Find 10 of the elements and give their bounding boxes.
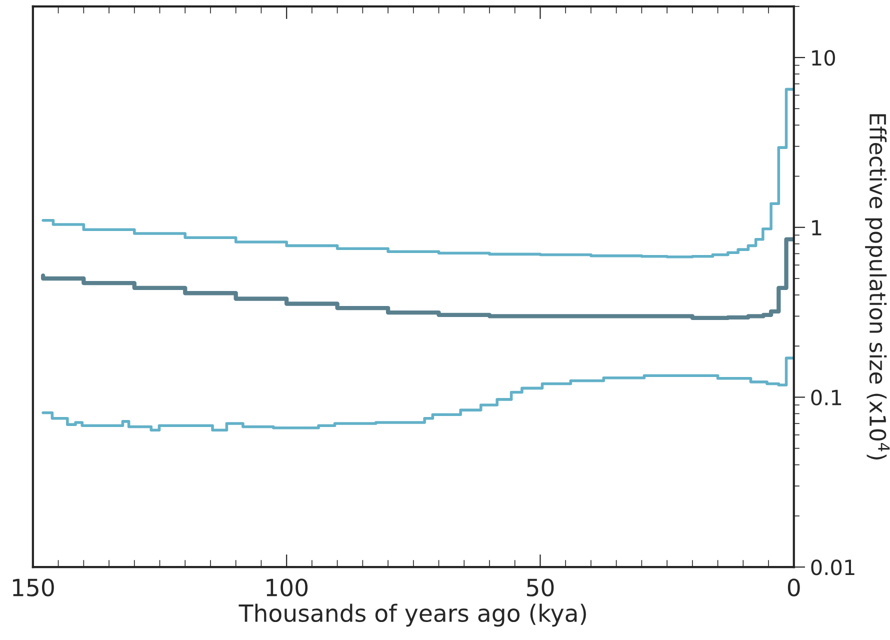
- y-tick-label: 0.01: [811, 559, 854, 576]
- y-tick-label: 1: [812, 220, 822, 236]
- x-tick-label: 150: [12, 578, 54, 596]
- x-tick-label: 50: [527, 578, 554, 596]
- y-tick-label: 0.1: [811, 390, 842, 406]
- x-tick-label: 0: [788, 578, 800, 596]
- y-tick-label: 10: [812, 50, 835, 66]
- x-axis-title: Thousands of years ago (kya): [238, 604, 586, 627]
- y-axis-title: Effective population size (x10$^{4}$): [865, 114, 890, 460]
- x-tick-label: 100: [266, 578, 308, 596]
